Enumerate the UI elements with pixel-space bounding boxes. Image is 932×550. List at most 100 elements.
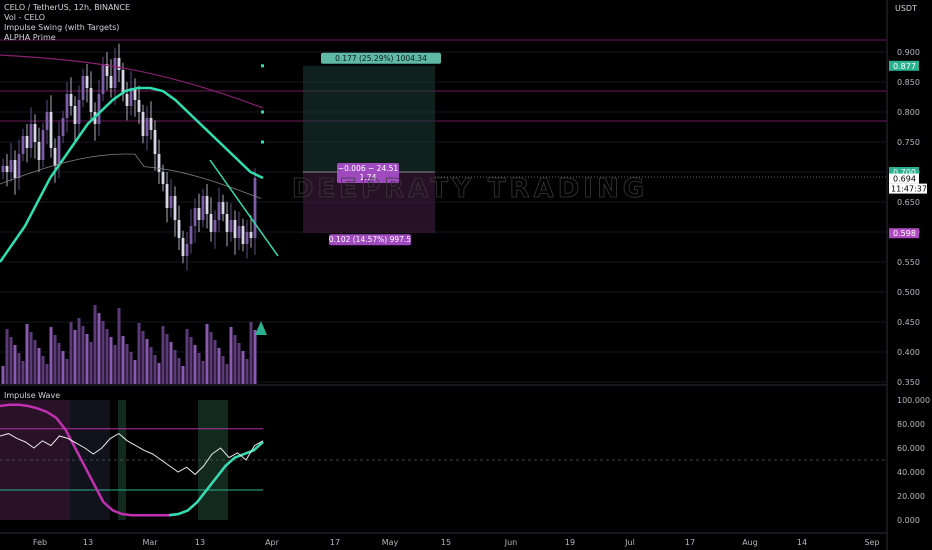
volume-bar — [181, 366, 185, 384]
candle-body — [61, 118, 65, 136]
candle-body — [201, 196, 205, 220]
indicator-lines — [0, 54, 279, 263]
time-tick: Aug — [742, 538, 758, 547]
buy-arrow-icon — [255, 321, 267, 335]
volume-bar — [17, 353, 21, 384]
entry-price-label-bg — [889, 167, 919, 177]
trade-box[interactable]: 0.177 (25.29%) 1004.34 −0.006 − 24.511.74… — [303, 52, 887, 246]
long-ma-line — [0, 54, 264, 109]
time-tick: 17 — [685, 538, 695, 547]
candle-body — [197, 208, 201, 220]
target-tag: 0.177 (25.29%) 1004.34 — [335, 54, 427, 63]
volume-bar — [53, 335, 57, 384]
watermark-text: DEEPRATY TRADING — [292, 174, 648, 204]
volume-bars — [1, 305, 267, 384]
volume-bar — [189, 337, 193, 384]
volume-bar — [157, 363, 161, 384]
candle-body — [225, 214, 229, 232]
volume-bar — [137, 323, 141, 384]
price-tick: 0.800 — [897, 108, 920, 117]
volume-bar — [245, 359, 249, 384]
volume-bar — [113, 345, 117, 384]
mid-tag: −0.006 − 24.51 — [338, 164, 399, 173]
candle-body — [57, 136, 61, 166]
time-tick: Sep — [864, 538, 879, 547]
time-tick: Jun — [504, 538, 518, 547]
price-tick: 0.400 — [897, 348, 920, 357]
candle-body — [137, 100, 141, 112]
volume-bar — [5, 329, 9, 384]
volume-bar — [229, 327, 233, 384]
stop-price-label: 0.598 — [893, 229, 916, 238]
candle-body — [37, 142, 41, 160]
volume-bar — [1, 366, 5, 384]
volume-bar — [73, 330, 77, 384]
volume-bar — [121, 336, 125, 384]
current-price-label: 0.694 — [893, 175, 916, 184]
candle-body — [97, 94, 101, 124]
volume-bar — [177, 358, 181, 384]
price-tick: 0.750 — [897, 138, 920, 147]
volume-bar — [61, 351, 65, 384]
legend-vol[interactable]: Vol - CELO — [4, 13, 46, 22]
volume-bar — [149, 347, 153, 384]
stop-price-label-bg — [889, 228, 919, 239]
candle-body — [165, 184, 169, 208]
candle-body — [53, 148, 57, 166]
candle-body — [49, 112, 53, 148]
volume-bar — [217, 348, 221, 384]
entry-price-label: 0.700 — [893, 168, 916, 177]
volume-bar — [253, 330, 257, 384]
candle-body — [105, 64, 109, 76]
candle-body — [69, 94, 73, 106]
time-tick: 17 — [330, 538, 340, 547]
indicator-title[interactable]: Impulse Wave — [4, 391, 61, 400]
legend-impulse[interactable]: Impulse Swing (with Targets) — [4, 23, 120, 32]
volume-bar — [225, 364, 229, 384]
indicator-tick: 100.000 — [897, 396, 930, 405]
volume-bar — [101, 321, 105, 384]
time-tick: 13 — [195, 538, 205, 547]
price-tick: 0.500 — [897, 288, 920, 297]
volume-bar — [161, 326, 165, 384]
volume-bar — [57, 343, 61, 384]
candle-body — [65, 94, 69, 118]
candle-body — [205, 196, 209, 214]
candle-body — [13, 160, 17, 178]
stop-tag-bg — [329, 234, 411, 246]
axes: 0.9000.8500.8000.7500.7000.6500.6000.550… — [33, 48, 930, 547]
volume-bar — [9, 337, 13, 384]
volume-bar — [153, 355, 157, 384]
watermark: DEEPRATY TRADING — [292, 174, 648, 205]
volume-bar — [97, 313, 101, 384]
volume-bar — [81, 326, 85, 384]
volume-bar — [129, 352, 133, 384]
candle-body — [5, 166, 9, 172]
candle-body — [229, 220, 233, 232]
legend-symbol[interactable]: CELO / TetherUS, 12h, BINANCE — [4, 3, 131, 12]
volume-bar — [21, 361, 25, 384]
volume-bar — [49, 327, 53, 384]
volume-bar — [205, 324, 209, 384]
candle-body — [241, 226, 245, 244]
time-tick: Mar — [142, 538, 158, 547]
legend-alpha[interactable]: ALPHA Prime — [4, 33, 56, 42]
volume-bar — [165, 334, 169, 384]
volume-bar — [249, 322, 253, 384]
candle-body — [45, 112, 49, 130]
mid-tag: 1.74 — [360, 173, 377, 182]
indicator-tick: 60.000 — [897, 444, 925, 453]
volume-bar — [241, 351, 245, 384]
legend: CELO / TetherUS, 12h, BINANCE Vol - CELO… — [4, 3, 130, 43]
time-tick: Apr — [265, 538, 280, 547]
candle-body — [33, 124, 37, 142]
candle-body — [29, 124, 33, 148]
price-tick: 0.850 — [897, 78, 920, 87]
gridlines — [0, 0, 888, 550]
volume-bar — [29, 332, 33, 384]
volume-bar — [69, 322, 73, 384]
candle-body — [169, 196, 173, 208]
candles — [1, 43, 257, 271]
volume-bar — [25, 324, 29, 384]
